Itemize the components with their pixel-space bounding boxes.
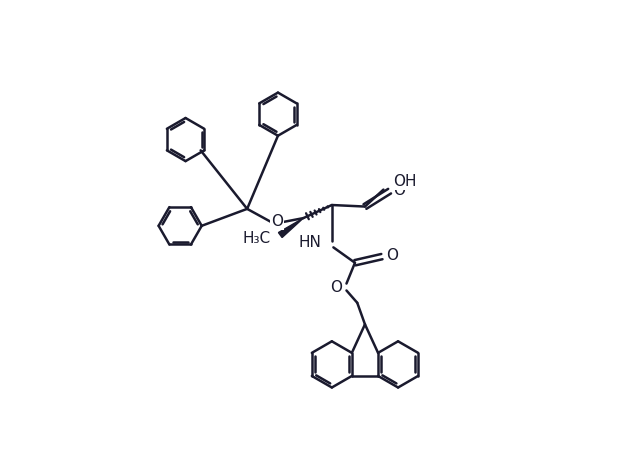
Text: HN: HN bbox=[298, 235, 321, 250]
Text: H₃C: H₃C bbox=[243, 231, 271, 246]
Text: O: O bbox=[386, 248, 397, 263]
Text: O: O bbox=[330, 280, 342, 295]
Text: O: O bbox=[394, 183, 406, 198]
Polygon shape bbox=[278, 218, 303, 237]
Text: OH: OH bbox=[394, 174, 417, 189]
Text: O: O bbox=[271, 214, 283, 229]
